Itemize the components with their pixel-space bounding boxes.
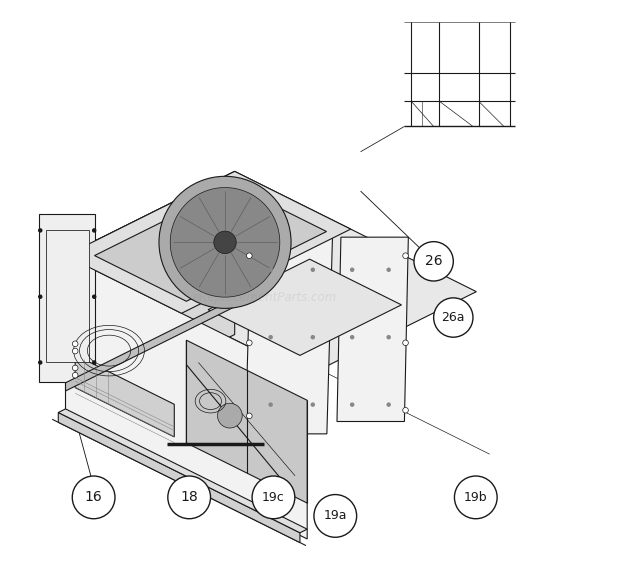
Ellipse shape [159, 176, 291, 309]
Circle shape [350, 402, 355, 407]
Text: 26: 26 [425, 255, 443, 268]
Circle shape [92, 294, 97, 299]
Circle shape [454, 476, 497, 519]
Circle shape [350, 335, 355, 339]
Circle shape [38, 294, 43, 299]
Polygon shape [337, 237, 409, 422]
Circle shape [433, 298, 473, 337]
Polygon shape [46, 230, 89, 362]
Circle shape [73, 373, 78, 378]
Circle shape [38, 360, 43, 365]
Text: 19a: 19a [324, 509, 347, 523]
Circle shape [268, 335, 273, 339]
Polygon shape [66, 298, 235, 391]
Text: 19b: 19b [464, 491, 487, 504]
Circle shape [73, 348, 78, 354]
Circle shape [386, 335, 391, 339]
Polygon shape [39, 214, 95, 382]
Polygon shape [246, 237, 332, 434]
Text: 18: 18 [180, 491, 198, 504]
Circle shape [311, 402, 315, 407]
Polygon shape [94, 186, 327, 301]
Circle shape [92, 228, 97, 233]
Circle shape [92, 360, 97, 365]
Circle shape [403, 340, 409, 346]
Circle shape [247, 340, 252, 346]
Circle shape [247, 253, 252, 259]
Polygon shape [58, 413, 300, 542]
Circle shape [414, 242, 453, 281]
Circle shape [38, 228, 43, 233]
Text: 16: 16 [85, 491, 102, 504]
Circle shape [218, 404, 242, 428]
Text: 19c: 19c [262, 491, 285, 504]
Polygon shape [66, 171, 351, 313]
Circle shape [168, 476, 211, 519]
Circle shape [311, 268, 315, 272]
Circle shape [311, 335, 315, 339]
Circle shape [386, 268, 391, 272]
Circle shape [252, 476, 295, 519]
Circle shape [73, 365, 78, 371]
Circle shape [268, 402, 273, 407]
Circle shape [73, 341, 78, 347]
Polygon shape [58, 409, 307, 533]
Circle shape [350, 268, 355, 272]
Ellipse shape [170, 188, 280, 297]
Circle shape [386, 402, 391, 407]
Circle shape [247, 413, 252, 419]
Circle shape [403, 407, 409, 413]
Circle shape [314, 495, 356, 537]
Polygon shape [75, 355, 174, 437]
Circle shape [268, 268, 273, 272]
Polygon shape [208, 259, 401, 355]
Polygon shape [187, 340, 307, 503]
Circle shape [73, 476, 115, 519]
Circle shape [403, 253, 409, 259]
Polygon shape [66, 256, 307, 539]
Text: 26a: 26a [441, 311, 465, 324]
Text: eReplacementParts.com: eReplacementParts.com [193, 291, 337, 305]
Polygon shape [66, 171, 476, 376]
Polygon shape [66, 171, 235, 419]
Circle shape [214, 231, 236, 253]
